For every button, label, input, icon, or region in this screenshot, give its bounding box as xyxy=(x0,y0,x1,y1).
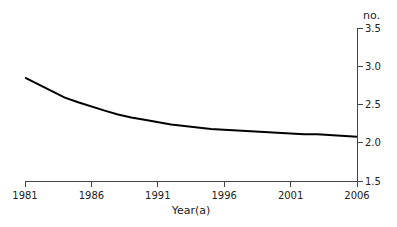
svg-text:no.: no. xyxy=(363,9,380,22)
svg-text:2001: 2001 xyxy=(278,190,303,201)
svg-text:2006: 2006 xyxy=(344,190,369,201)
svg-text:1.5: 1.5 xyxy=(365,176,381,187)
svg-text:2.0: 2.0 xyxy=(365,137,381,148)
svg-text:1996: 1996 xyxy=(211,190,236,201)
svg-text:3.0: 3.0 xyxy=(365,61,381,72)
svg-text:3.5: 3.5 xyxy=(365,23,381,34)
svg-text:1986: 1986 xyxy=(79,190,104,201)
svg-text:Year(a): Year(a) xyxy=(171,204,211,217)
svg-text:1991: 1991 xyxy=(145,190,170,201)
svg-text:1981: 1981 xyxy=(12,190,37,201)
svg-text:2.5: 2.5 xyxy=(365,99,381,110)
